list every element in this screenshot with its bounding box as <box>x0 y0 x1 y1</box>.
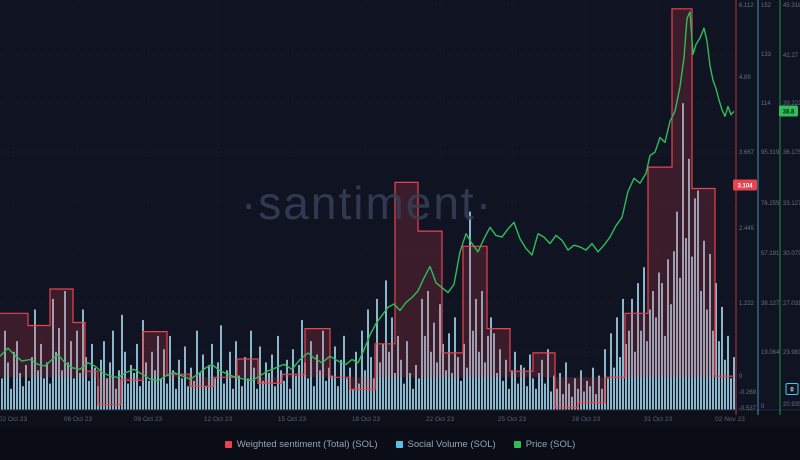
svg-text:3.667: 3.667 <box>739 150 755 156</box>
legend-swatch-price-icon <box>513 440 521 448</box>
legend-swatch-social-volume-icon <box>395 440 403 448</box>
svg-text:3.104: 3.104 <box>737 183 753 189</box>
svg-text:-0.537: -0.537 <box>739 406 757 412</box>
social_volume-current-value-badge: 0 <box>785 383 799 395</box>
legend-swatch-sentiment-icon <box>224 440 232 448</box>
svg-text:15 Oct 23: 15 Oct 23 <box>278 416 307 423</box>
sentiment-step-line <box>0 8 734 409</box>
svg-text:1.222: 1.222 <box>739 301 755 307</box>
date-band <box>0 410 800 428</box>
legend-item-weighted-sentiment[interactable]: Weighted sentiment (Total) (SOL) <box>224 438 378 450</box>
svg-text:25 Oct 23: 25 Oct 23 <box>498 416 527 423</box>
svg-text:45.318: 45.318 <box>783 3 800 9</box>
svg-text:-0.269: -0.269 <box>739 390 757 396</box>
svg-text:152: 152 <box>761 3 772 9</box>
legend-item-price[interactable]: Price (SOL) <box>513 438 576 450</box>
price-current-value-badge: 38.8 <box>779 105 798 117</box>
svg-text:02 Oct 23: 02 Oct 23 <box>0 416 27 423</box>
social_volume-axis-ticks: 152 133 114 95.319 76.255 57.191 38.127 19.064 0 <box>761 3 780 410</box>
chart-canvas[interactable]: 6.112 4.89 3.667 2.445 1.222 0 -0.269 -0.537 3.1… <box>0 0 800 428</box>
svg-text:19.064: 19.064 <box>761 350 780 356</box>
svg-text:38.127: 38.127 <box>761 301 780 307</box>
svg-text:133: 133 <box>761 52 772 58</box>
x-axis-labels: 02 Oct 23 06 Oct 23 09 Oct 23 12 Oct 23 15 O… <box>0 416 745 423</box>
sentiment-current-value-badge: 3.104 <box>733 179 757 191</box>
svg-text:09 Oct 23: 09 Oct 23 <box>134 416 163 423</box>
legend-label-social-volume: Social Volume (SOL) <box>407 438 496 450</box>
svg-text:36.175: 36.175 <box>783 150 800 156</box>
sentiment-axis-ticks: 6.112 4.89 3.667 2.445 1.222 0 -0.269 -0.537 <box>739 3 757 412</box>
svg-text:114: 114 <box>761 101 771 107</box>
svg-text:0: 0 <box>739 374 743 380</box>
svg-text:23.983: 23.983 <box>783 350 800 356</box>
svg-text:39.222: 39.222 <box>783 101 800 107</box>
svg-text:31 Oct 23: 31 Oct 23 <box>644 416 673 423</box>
legend-label-price: Price (SOL) <box>525 438 576 450</box>
svg-text:22 Oct 23: 22 Oct 23 <box>426 416 455 423</box>
svg-text:42.27: 42.27 <box>783 53 799 59</box>
legend-label-sentiment: Weighted sentiment (Total) (SOL) <box>236 438 378 450</box>
svg-text:95.319: 95.319 <box>761 150 780 156</box>
svg-text:20.935: 20.935 <box>783 402 800 408</box>
svg-text:02 Nov 23: 02 Nov 23 <box>715 416 745 423</box>
price-line <box>0 11 735 382</box>
svg-text:38.8: 38.8 <box>783 109 795 115</box>
svg-text:18 Oct 23: 18 Oct 23 <box>352 416 381 423</box>
price-axis-ticks: 45.318 42.27 39.222 36.175 33.127 30.079 27.03… <box>783 3 800 408</box>
svg-text:06 Oct 23: 06 Oct 23 <box>64 416 93 423</box>
svg-text:6.112: 6.112 <box>739 3 754 9</box>
legend-item-social-volume[interactable]: Social Volume (SOL) <box>395 438 496 450</box>
svg-text:12 Oct 23: 12 Oct 23 <box>204 416 233 423</box>
chart-legend: Weighted sentiment (Total) (SOL) Social … <box>0 428 800 460</box>
svg-text:76.255: 76.255 <box>761 201 780 207</box>
svg-text:28 Oct 23: 28 Oct 23 <box>572 416 601 423</box>
social-volume-bars <box>1 103 735 411</box>
svg-text:2.445: 2.445 <box>739 226 755 232</box>
svg-text:0: 0 <box>761 404 765 410</box>
svg-text:4.89: 4.89 <box>739 75 751 81</box>
plot-background <box>0 0 800 410</box>
svg-text:30.079: 30.079 <box>783 251 800 257</box>
svg-text:33.127: 33.127 <box>783 201 800 207</box>
svg-text:0: 0 <box>790 387 794 393</box>
svg-text:27.031: 27.031 <box>783 301 800 307</box>
svg-text:57.191: 57.191 <box>761 251 780 257</box>
